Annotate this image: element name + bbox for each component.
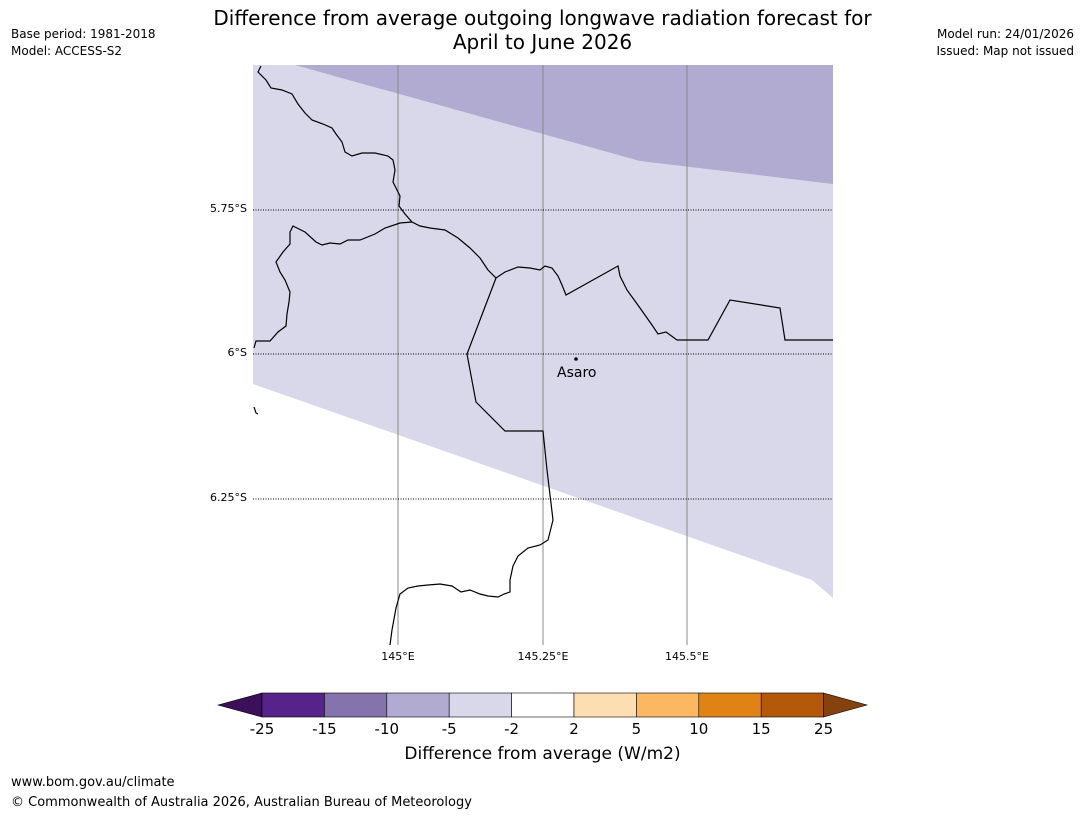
colorbar-title: Difference from average (W/m2) [404, 744, 681, 764]
colorbar-bin-3 [386, 692, 450, 718]
colorbar-extend-low [216, 692, 263, 718]
colorbar-tick: -10 [374, 720, 400, 738]
footer-url[interactable]: www.bom.gov.au/climate [11, 775, 175, 790]
colorbar-tick: 10 [689, 720, 709, 738]
colorbar-bin-9 [760, 692, 824, 718]
colorbar-bin-2 [324, 692, 388, 718]
province-boundaries [253, 65, 833, 646]
issued-date: Issued: Map not issued [936, 44, 1074, 58]
colorbar-tick: -5 [441, 720, 457, 738]
lat-label-6-25: 6.25°S [210, 491, 247, 504]
colorbar-tick: 25 [814, 720, 834, 738]
colorbar-bin-5 [511, 692, 575, 718]
colorbar [216, 692, 869, 718]
boundary-north [257, 65, 833, 341]
latitude-gridlines [253, 209, 833, 500]
lon-label-145-25: 145.25°E [517, 650, 569, 663]
lat-label-6: 6°S [227, 346, 247, 359]
longitude-gridlines [397, 65, 688, 645]
boundary-fragment [253, 406, 259, 415]
model-name: Model: ACCESS-S2 [11, 44, 123, 58]
place-label-asaro: Asaro [557, 365, 597, 381]
map-title: Difference from average outgoing longwav… [0, 6, 1085, 54]
colorbar-bin-4 [448, 692, 512, 718]
colorbar-tick: -25 [249, 720, 275, 738]
colorbar-tick: 2 [569, 720, 579, 738]
colorbar-extend-high [823, 692, 869, 718]
lon-label-145-5: 145.5°E [665, 650, 709, 663]
colorbar-tick: -2 [504, 720, 520, 738]
boundary-south [389, 277, 554, 646]
asaro-marker [574, 357, 578, 361]
lon-label-145: 145°E [381, 650, 415, 663]
title-line-2: April to June 2026 [452, 30, 633, 54]
model-run: Model run: 24/01/2026 [936, 27, 1074, 41]
lat-label-5-75: 5.75°S [210, 202, 247, 215]
colorbar-bin-8 [698, 692, 762, 718]
base-period: Base period: 1981-2018 [11, 27, 156, 41]
colorbar-bin-1 [261, 692, 325, 718]
header-left: Base period: 1981-2018 Model: ACCESS-S2 [11, 26, 156, 60]
colorbar-bin-7 [636, 692, 700, 718]
header-right: Model run: 24/01/2026 Issued: Map not is… [936, 26, 1074, 60]
footer-copyright: © Commonwealth of Australia 2026, Austra… [11, 795, 472, 810]
colorbar-bin-6 [573, 692, 637, 718]
colorbar-tick: 5 [631, 720, 642, 738]
colorbar-tick: 15 [751, 720, 771, 738]
colorbar-tick: -15 [312, 720, 337, 738]
title-line-1: Difference from average outgoing longwav… [213, 6, 872, 30]
boundary-west [253, 221, 413, 349]
category-band-upper [295, 65, 833, 184]
